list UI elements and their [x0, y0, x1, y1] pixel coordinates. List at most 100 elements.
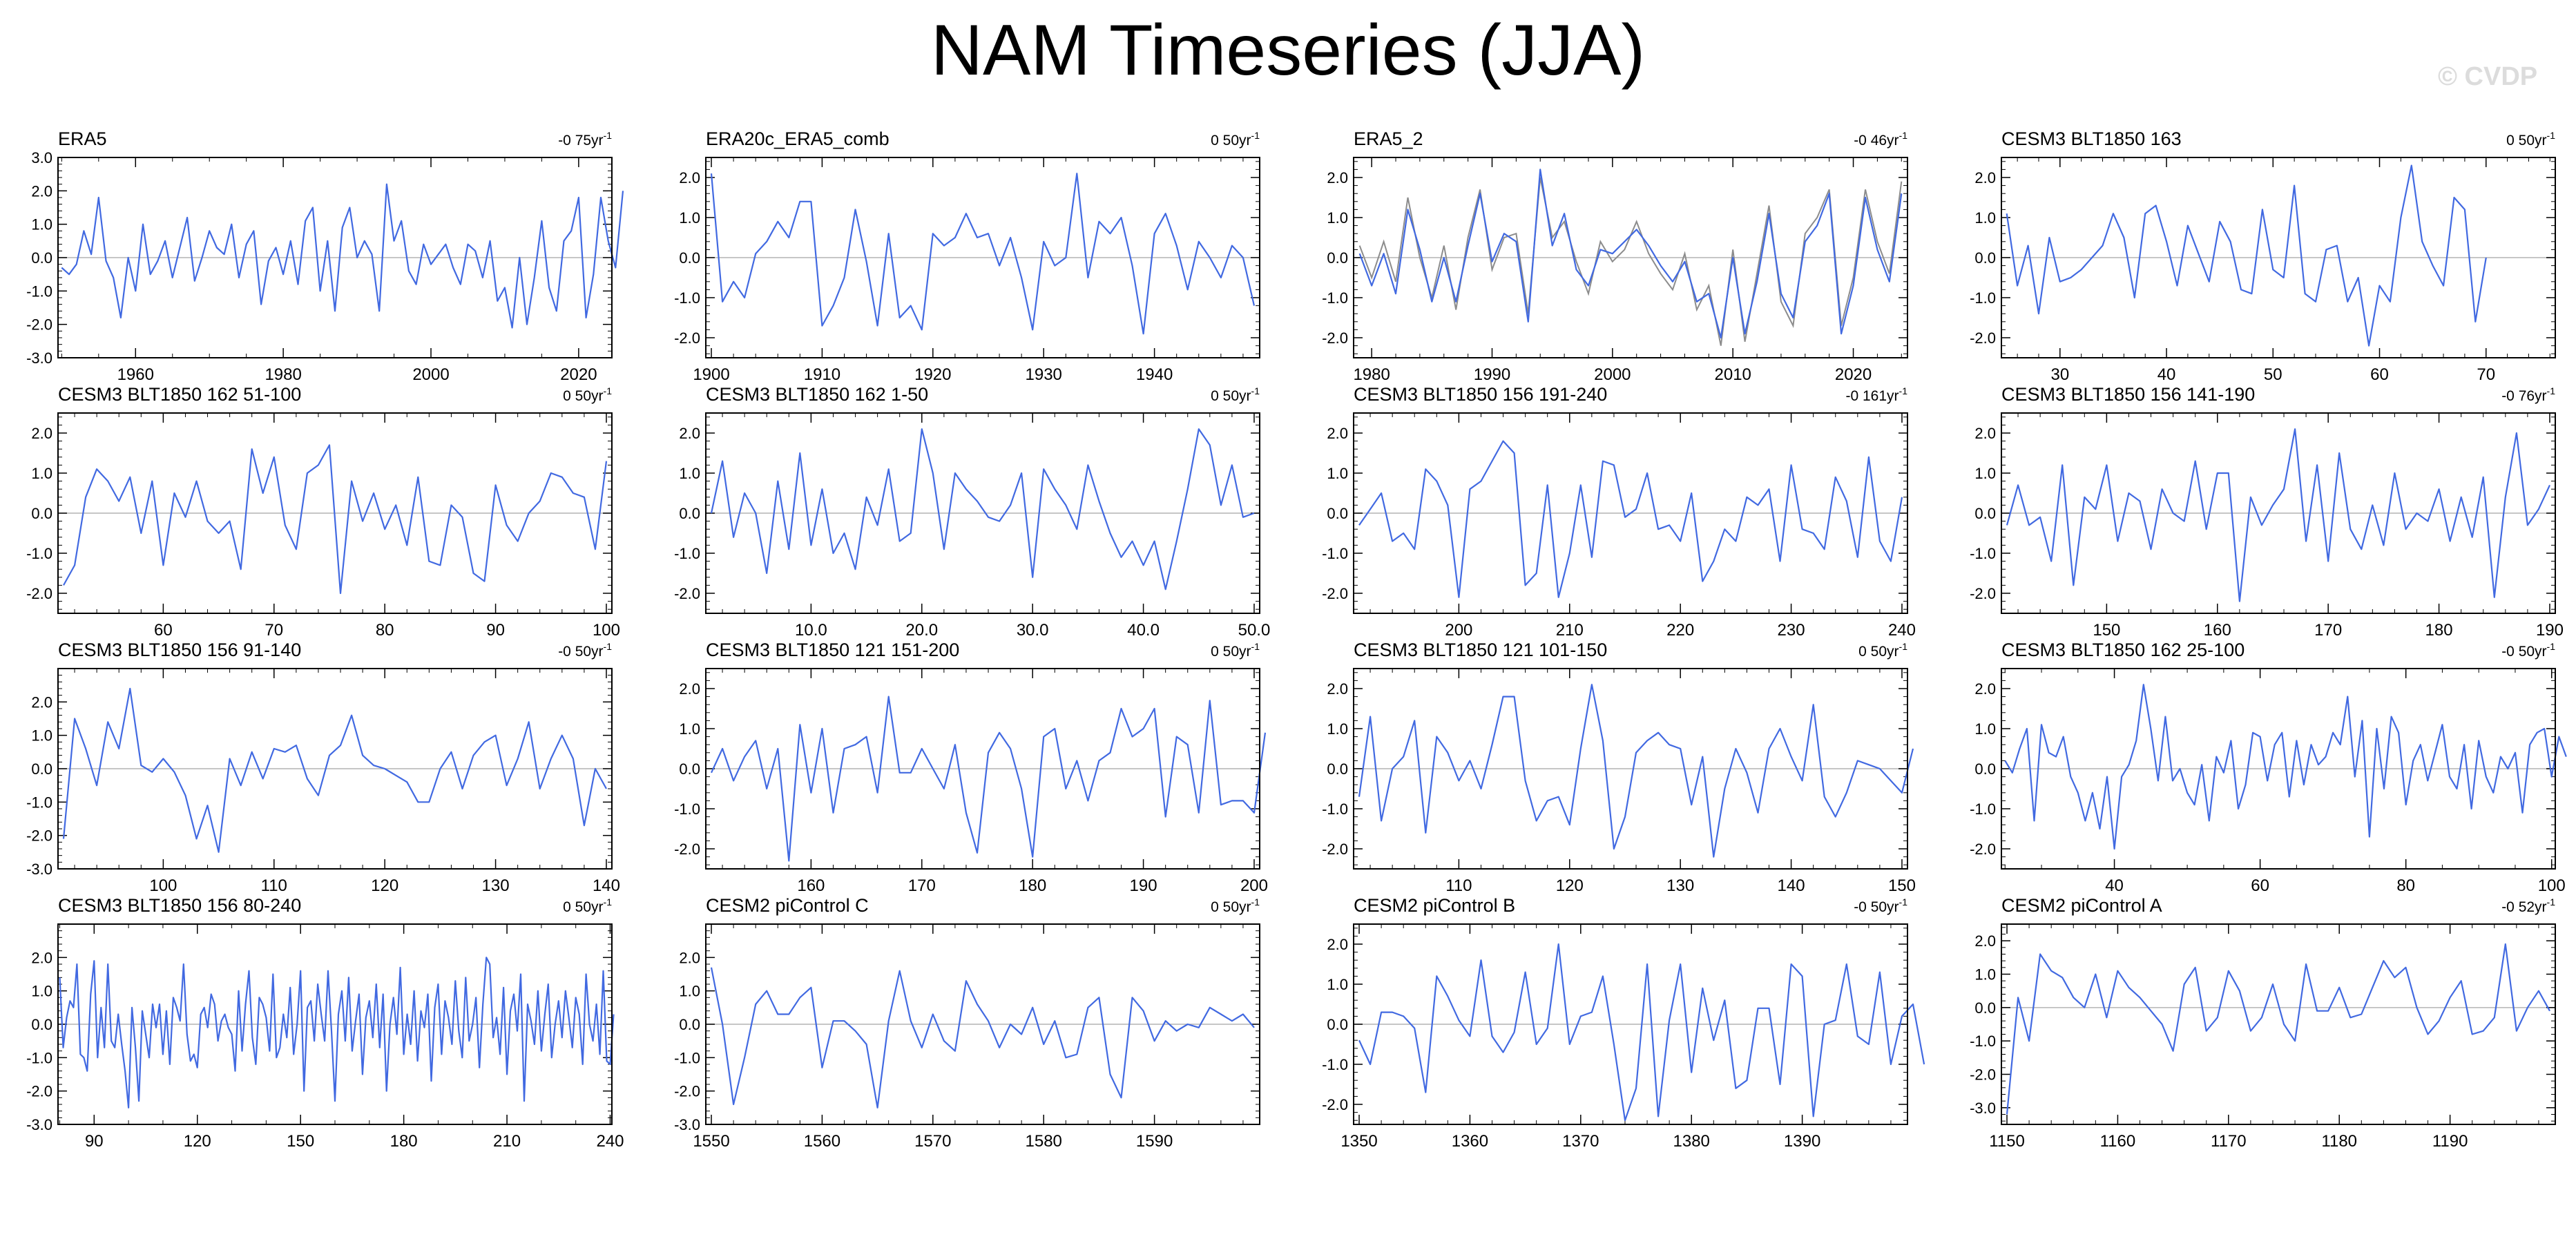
x-tick-label: 1980 — [1353, 365, 1390, 384]
y-tick-label: 0.0 — [1327, 1016, 1348, 1033]
x-tick-label: 1370 — [1562, 1132, 1599, 1151]
x-tick-label: 1360 — [1452, 1132, 1488, 1151]
y-tick-label: -1.0 — [26, 282, 52, 300]
x-tick-label: 90 — [85, 1132, 104, 1151]
chart-panel-2: ERA20c_ERA5_comb 0 50yr-1 -2.0 -1.0 0.0 1.0 2.… — [674, 128, 1260, 384]
chart-panel-13: CESM3 BLT1850 156 80-240 0 50yr-1 -3.0 -2.0… — [26, 895, 624, 1151]
series-line — [710, 967, 1255, 1109]
series-line — [2006, 428, 2550, 602]
series-line — [1358, 943, 1925, 1122]
y-tick-label: 1.0 — [31, 727, 52, 745]
plot-frame — [705, 412, 1260, 614]
series-line — [711, 695, 1267, 862]
y-tick-label: -2.0 — [674, 585, 700, 602]
x-tick-label: 110 — [261, 876, 287, 895]
panel-trend: -0 46yr-1 — [1854, 130, 1907, 148]
series-line — [710, 173, 1256, 335]
y-tick-label: 2.0 — [679, 949, 700, 966]
x-tick-label: 160 — [2204, 621, 2231, 640]
x-tick-label: 1980 — [265, 365, 301, 384]
x-tick-label: 80 — [2396, 876, 2415, 895]
figure-title: NAM Timeseries (JJA) — [930, 10, 1646, 90]
x-tick-label: 240 — [1888, 621, 1916, 640]
chart-panel-16: CESM2 piControl A -0 52yr-1 -3.0 -2.0 -1.0 0.… — [1970, 895, 2556, 1151]
panel-trend: -0 52yr-1 — [2501, 896, 2555, 915]
panel-trend: -0 75yr-1 — [558, 130, 612, 148]
y-tick-label: -1.0 — [1970, 1033, 1996, 1050]
x-tick-label: 1150 — [1989, 1132, 2025, 1151]
plot-frame — [705, 157, 1260, 358]
panel-trend: -0 161yr-1 — [1846, 385, 1908, 404]
x-tick-label: 120 — [371, 876, 398, 895]
y-tick-label: 1.0 — [1974, 465, 1996, 482]
plot-frame — [1353, 668, 1908, 870]
y-tick-label: 0.0 — [1974, 999, 1996, 1017]
x-tick-label: 70 — [2477, 365, 2495, 384]
panel-title: CESM3 BLT1850 156 80-240 — [58, 895, 301, 916]
chart-panel-7: CESM3 BLT1850 156 191-240 -0 161yr-1 -2.0 -… — [1322, 384, 1916, 640]
y-tick-label: 0.0 — [31, 249, 52, 267]
x-tick-label: 1580 — [1026, 1132, 1062, 1151]
y-tick-label: 1.0 — [1974, 209, 1996, 227]
x-tick-label: 140 — [593, 876, 620, 895]
y-tick-label: -1.0 — [674, 545, 700, 562]
y-tick-label: 2.0 — [1974, 932, 1996, 950]
panel-trend: 0 50yr-1 — [563, 896, 612, 915]
x-tick-label: 240 — [596, 1132, 624, 1151]
panel-title: CESM3 BLT1850 162 1-50 — [706, 384, 928, 405]
y-tick-label: 1.0 — [679, 465, 700, 482]
y-tick-label: -1.0 — [674, 289, 700, 307]
x-tick-label: 1900 — [693, 365, 729, 384]
x-tick-label: 80 — [376, 621, 394, 640]
y-tick-label: 2.0 — [31, 182, 52, 200]
cvdp-watermark: © CVDP — [2438, 62, 2538, 91]
x-tick-label: 150 — [1888, 876, 1916, 895]
panel-trend: 0 50yr-1 — [563, 385, 612, 404]
y-tick-label: -2.0 — [1322, 329, 1348, 347]
y-tick-label: -2.0 — [1970, 329, 1996, 347]
y-tick-label: 0.0 — [31, 1016, 52, 1033]
y-tick-label: -2.0 — [26, 585, 52, 602]
x-tick-label: 150 — [287, 1132, 314, 1151]
y-tick-label: 0.0 — [679, 505, 700, 522]
x-tick-label: 120 — [184, 1132, 211, 1151]
x-tick-label: 60 — [2251, 876, 2269, 895]
panel-title: CESM3 BLT1850 121 151-200 — [706, 640, 959, 660]
y-tick-label: 0.0 — [1974, 505, 1996, 522]
plot-frame — [705, 923, 1260, 1125]
panel-title: CESM3 BLT1850 156 91-140 — [58, 640, 301, 660]
y-tick-label: 1.0 — [1327, 209, 1348, 227]
y-tick-label: 1.0 — [31, 465, 52, 482]
x-tick-label: 100 — [2538, 876, 2566, 895]
y-tick-label: -2.0 — [1970, 841, 1996, 858]
x-tick-label: 110 — [1445, 876, 1472, 895]
y-tick-label: 2.0 — [1327, 680, 1348, 698]
y-tick-label: 2.0 — [1327, 936, 1348, 953]
x-tick-label: 2010 — [1715, 365, 1751, 384]
chart-panel-10: CESM3 BLT1850 121 151-200 0 50yr-1 -2.0 -1.… — [674, 640, 1268, 895]
x-tick-label: 1180 — [2321, 1132, 2357, 1151]
chart-panel-6: CESM3 BLT1850 162 1-50 0 50yr-1 -2.0 -1.0 0.… — [674, 384, 1270, 640]
y-tick-label: -2.0 — [1970, 585, 1996, 602]
y-tick-label: 2.0 — [1327, 169, 1348, 186]
x-tick-label: 60 — [2370, 365, 2389, 384]
plot-frame — [57, 412, 613, 614]
plot-frame — [705, 668, 1260, 870]
y-tick-label: -1.0 — [674, 800, 700, 818]
y-tick-label: -1.0 — [26, 794, 52, 811]
x-tick-label: 230 — [1778, 621, 1805, 640]
x-tick-label: 1380 — [1673, 1132, 1710, 1151]
y-tick-label: -3.0 — [26, 1116, 52, 1133]
panel-title: CESM3 BLT1850 162 51-100 — [58, 384, 301, 405]
x-tick-label: 1190 — [2432, 1132, 2468, 1151]
chart-panel-1: ERA5 -0 75yr-1 -3.0 -2.0 -1.0 0.0 1.0 2.0 3.0 196… — [26, 128, 624, 384]
panel-title: ERA20c_ERA5_comb — [706, 128, 890, 149]
y-tick-label: -1.0 — [1322, 289, 1348, 307]
plot-frame — [1353, 923, 1908, 1125]
y-tick-label: -1.0 — [674, 1049, 700, 1066]
x-tick-label: 210 — [1556, 621, 1584, 640]
y-tick-label: -2.0 — [26, 1083, 52, 1100]
chart-panel-11: CESM3 BLT1850 121 101-150 0 50yr-1 -2.0 -1.… — [1322, 640, 1916, 895]
x-tick-label: 100 — [593, 621, 620, 640]
